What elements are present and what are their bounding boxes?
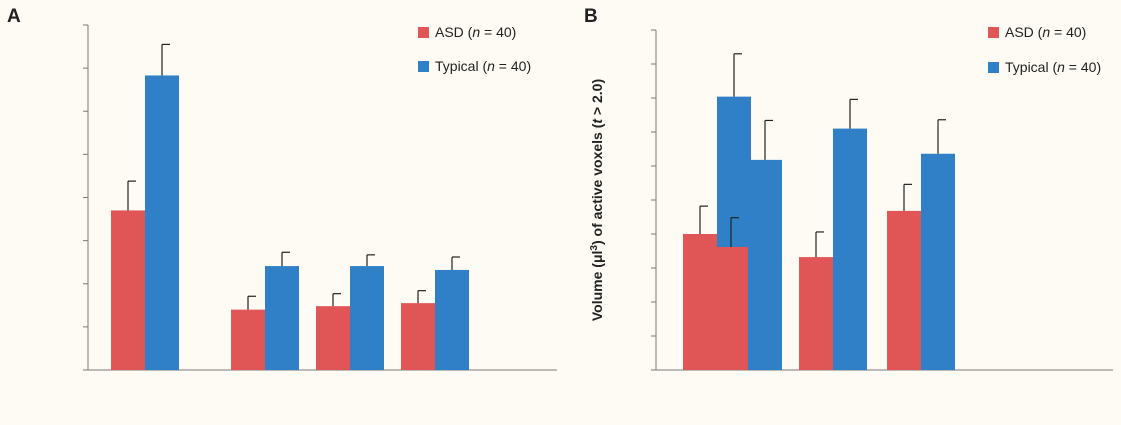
legend-label-typical: Typical (n = 40)	[1005, 59, 1101, 75]
legend-label-asd: ASD (n = 40)	[1005, 24, 1086, 40]
bar-asd	[887, 210, 921, 370]
y-axis-label: Volume (μl3) of active voxels (t > 2.0)	[589, 79, 606, 321]
legend-swatch-asd	[418, 27, 429, 38]
bar-typical	[435, 269, 469, 370]
bar-asd	[799, 257, 833, 370]
legend-swatch-typical	[988, 62, 999, 73]
legend-label-typical: Typical (n = 40)	[435, 58, 531, 74]
chart-panel-b: Volume (μl3) of active voxels (t > 2.0) A…	[589, 24, 1113, 371]
chart-panel-a: ASD (n = 40) Typical (n = 40)	[83, 24, 557, 371]
bar-typical	[748, 159, 782, 370]
bar-typical	[921, 153, 955, 370]
bar-asd	[683, 234, 717, 370]
bar-asd	[231, 309, 265, 370]
panel-b-label: B	[584, 6, 598, 27]
bar-asd	[111, 210, 145, 370]
bar-asd	[401, 303, 435, 370]
bar-typical	[265, 266, 299, 370]
bar-typical	[350, 266, 384, 370]
bar-typical	[145, 75, 179, 371]
bar-asd	[714, 246, 748, 370]
bar-asd	[316, 306, 350, 370]
panel-a-label: A	[7, 6, 21, 27]
legend-swatch-asd	[988, 27, 999, 38]
legend-swatch-typical	[418, 61, 429, 72]
bar-typical	[833, 128, 867, 370]
legend-label-asd: ASD (n = 40)	[435, 24, 516, 40]
